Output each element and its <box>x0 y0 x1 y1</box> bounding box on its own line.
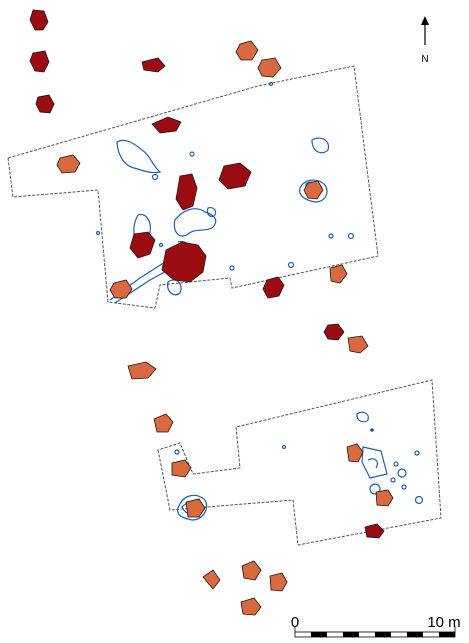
feature-outline <box>370 428 374 432</box>
north-label: N <box>421 54 428 65</box>
pit-light <box>153 413 174 433</box>
feature-outline <box>356 411 369 423</box>
north-arrow-head <box>421 16 429 25</box>
pit-light <box>257 57 282 78</box>
blue-features <box>95 81 424 521</box>
feature-outline <box>268 81 274 87</box>
feature-outline <box>311 137 330 154</box>
pit-dark <box>29 9 49 31</box>
pit-dark <box>364 523 385 539</box>
north-arrow: N <box>421 16 429 65</box>
pit-light <box>240 597 262 616</box>
pit-dark <box>262 276 285 299</box>
feature-outline <box>167 279 182 296</box>
feature-outline <box>397 468 407 478</box>
pit-light <box>241 560 262 581</box>
feature-outline <box>287 261 295 269</box>
feature-outline <box>414 495 424 505</box>
feature-outline <box>229 265 235 271</box>
pit-light <box>202 569 221 590</box>
feature-outline <box>361 446 388 479</box>
pit-light <box>375 489 394 507</box>
scale-bar-segment <box>407 632 423 637</box>
feature-outline <box>116 139 162 174</box>
scale-start-label: 0 <box>291 614 299 631</box>
pit-light <box>127 361 157 380</box>
excavation-boundary-north <box>7 65 379 309</box>
feature-outline <box>414 450 420 456</box>
feature-outline <box>369 483 381 495</box>
scale-bar-segment <box>311 632 327 637</box>
feature-outline <box>328 233 334 239</box>
scale-bar-segment <box>439 632 455 637</box>
pit-light <box>56 154 81 174</box>
scale-bar-segment <box>375 632 391 637</box>
pit-dark <box>129 231 156 259</box>
pit-light <box>171 459 192 478</box>
feature-outline <box>158 242 164 248</box>
pit-dark <box>151 116 182 134</box>
feature-outline <box>173 208 217 237</box>
feature-outline <box>347 232 355 240</box>
feature-outline <box>401 484 407 490</box>
feature-outline <box>393 461 399 467</box>
pit-dark <box>161 241 207 283</box>
feature-outline <box>177 494 208 521</box>
light-pits <box>56 40 394 616</box>
pit-dark <box>218 162 252 190</box>
feature-outline <box>206 207 217 218</box>
feature-outline <box>299 179 328 203</box>
scale-bar: 0 10 m <box>291 614 461 638</box>
feature-outline <box>95 230 101 236</box>
pit-light <box>109 279 133 299</box>
scale-end-label: 10 m <box>427 614 460 631</box>
pit-light <box>269 572 288 592</box>
feature-outline <box>151 173 159 181</box>
dark-pits <box>29 9 385 539</box>
pit-dark <box>29 50 50 73</box>
pit-light <box>185 498 206 518</box>
feature-outline <box>189 151 195 157</box>
pit-light <box>303 180 324 200</box>
feature-outline <box>390 477 396 483</box>
feature-outline <box>367 458 379 469</box>
scale-bar-segment <box>343 632 359 637</box>
pit-light <box>347 335 369 354</box>
feature-outline <box>281 444 287 450</box>
pit-dark <box>141 57 166 73</box>
feature-outline <box>174 449 180 455</box>
pit-dark <box>323 323 345 341</box>
pit-light <box>235 40 259 61</box>
pit-light <box>329 264 348 284</box>
excavation-boundary-south <box>157 379 442 546</box>
pit-light <box>346 443 364 463</box>
excavation-boundaries <box>7 65 442 546</box>
pit-dark <box>35 94 55 114</box>
pit-dark <box>175 173 198 211</box>
